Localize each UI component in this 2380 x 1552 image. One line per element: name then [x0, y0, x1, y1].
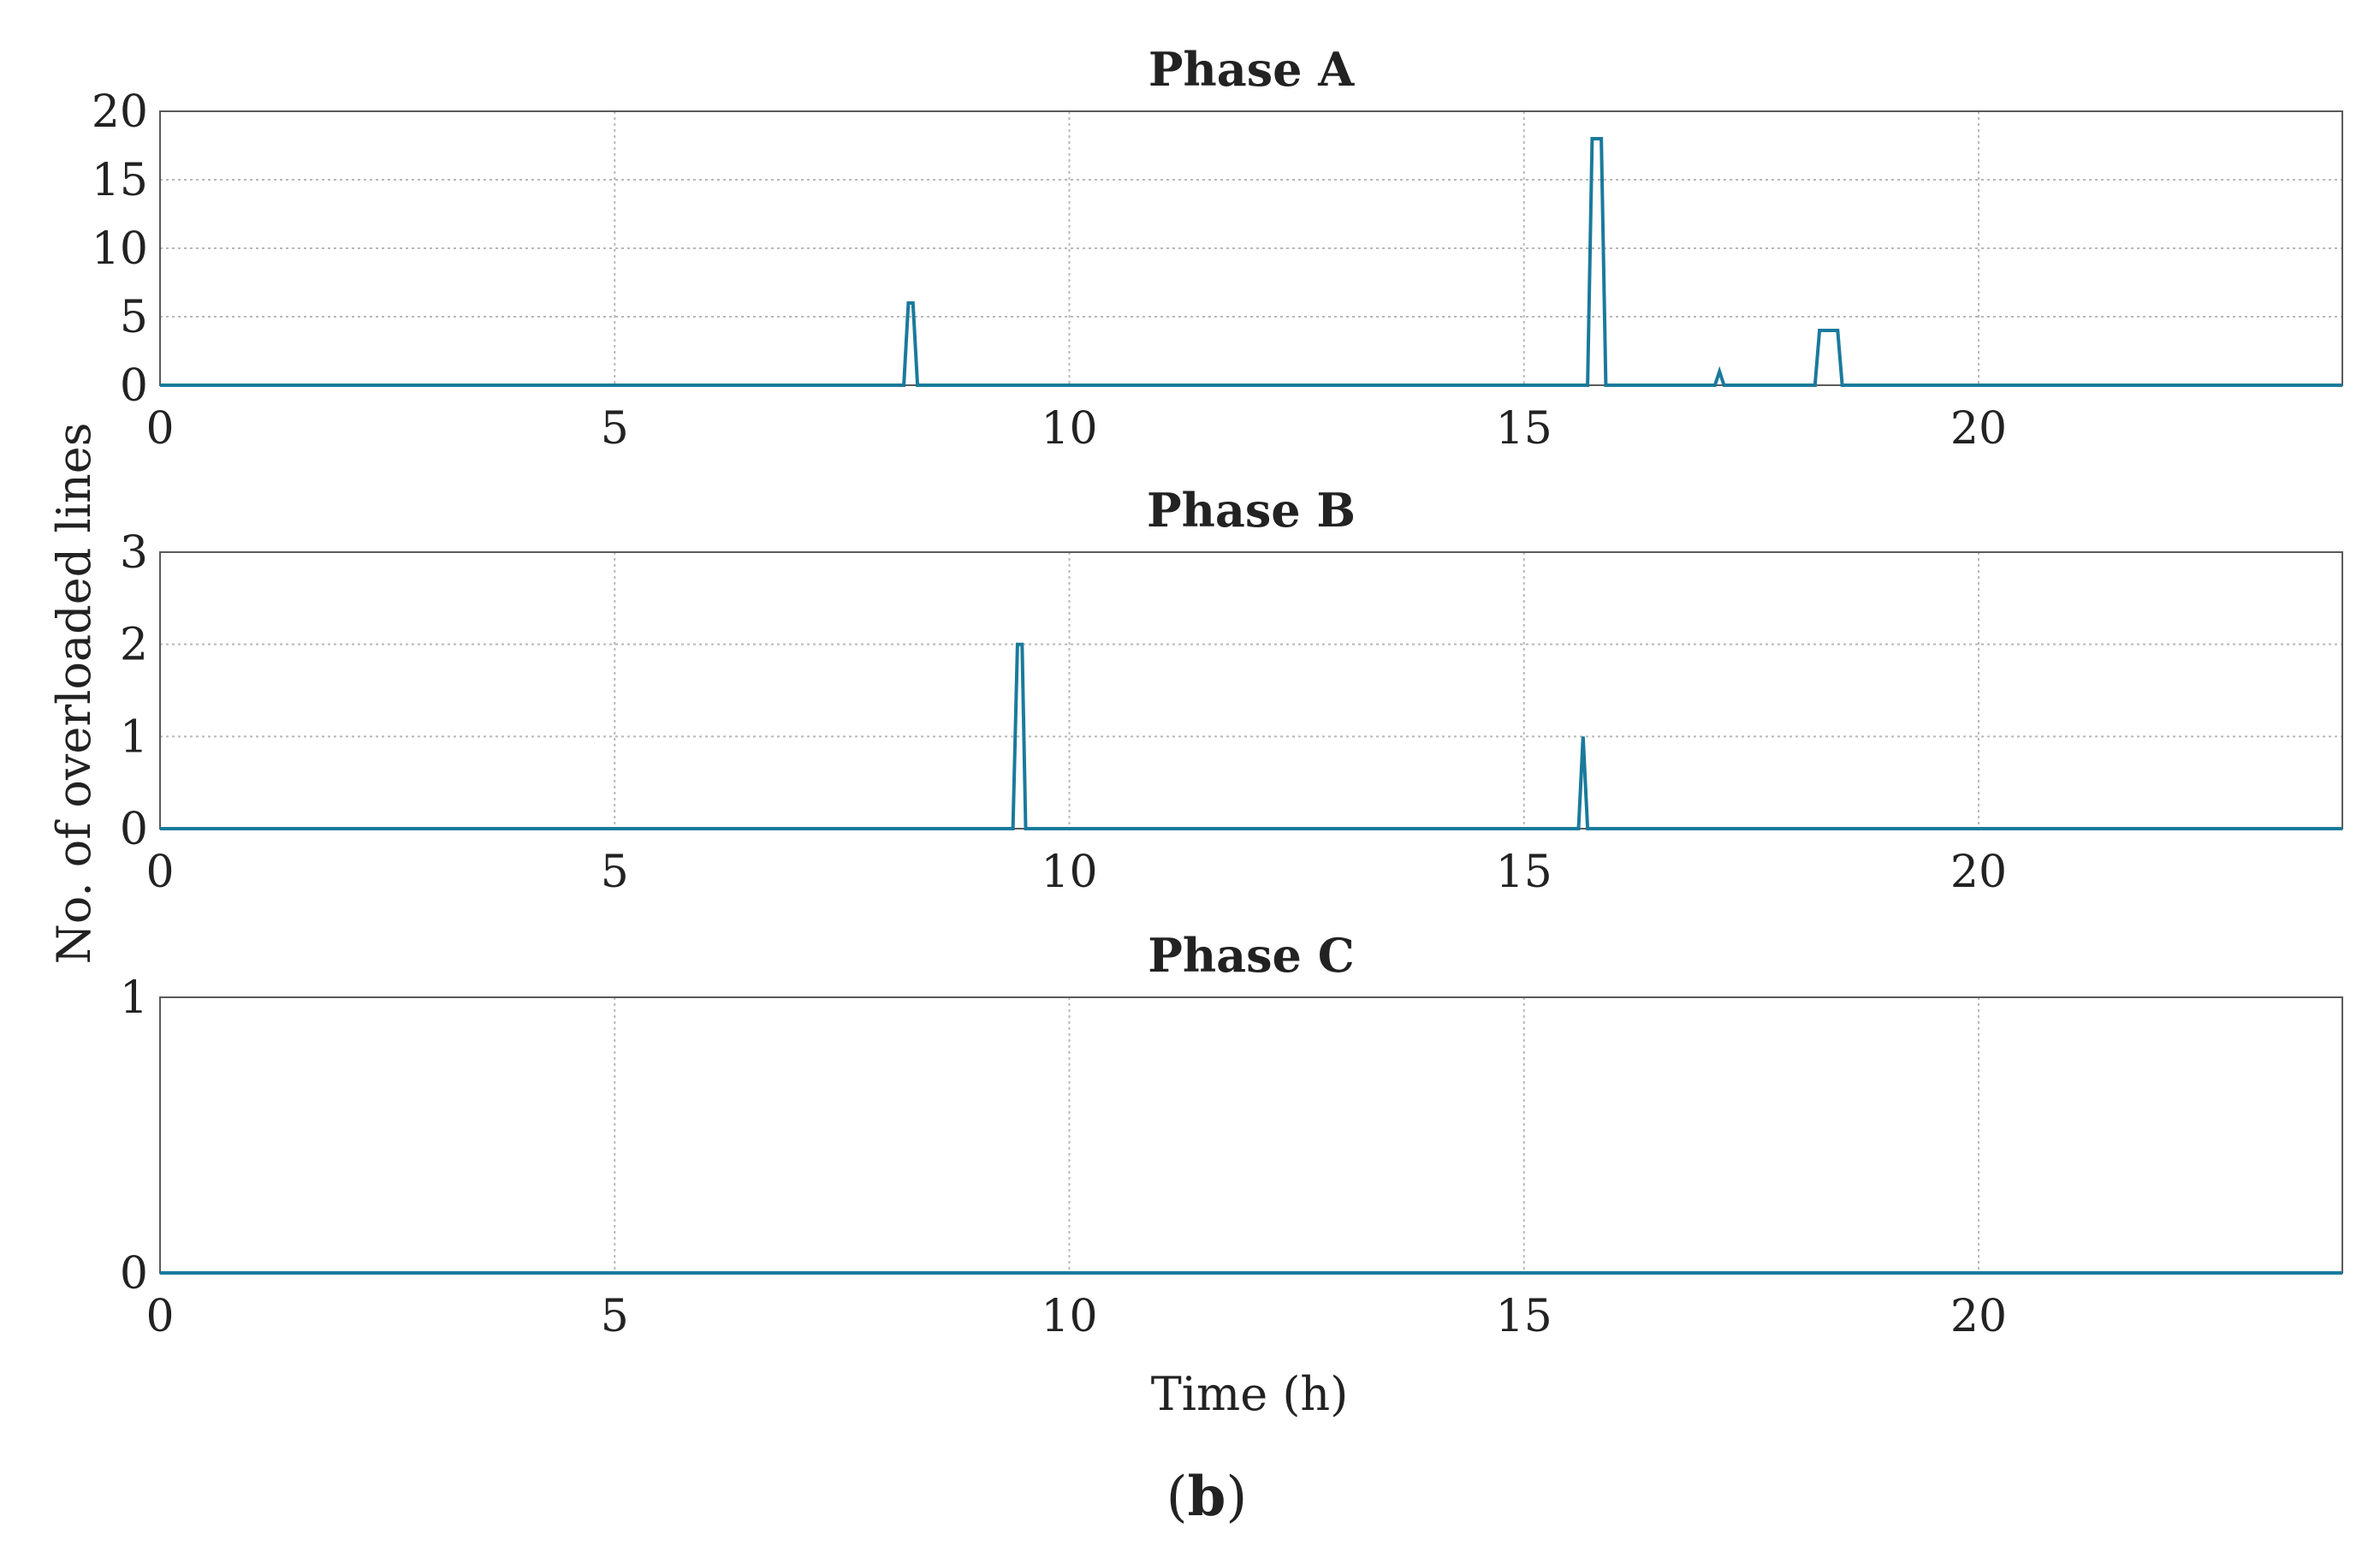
panel-title: Phase B	[1147, 483, 1356, 538]
plot-area	[160, 997, 2342, 1273]
y-tick-label: 5	[120, 292, 148, 343]
x-tick-label: 5	[601, 1291, 629, 1342]
x-tick-label: 10	[1041, 847, 1097, 898]
series-line	[160, 137, 2342, 387]
x-tick-label: 15	[1496, 847, 1552, 898]
x-tick-label: 20	[1950, 403, 2007, 455]
figure-caption: (b)	[1166, 1465, 1248, 1529]
y-tick-label: 2	[120, 620, 148, 671]
plot-area	[160, 552, 2342, 829]
y-tick-label: 15	[92, 155, 148, 206]
chart-panel-2: 0 5 10 15 20 0 1 2 3 Phase B	[120, 483, 2343, 898]
y-tick-label: 20	[92, 86, 148, 138]
x-tick-label: 20	[1950, 847, 2007, 898]
x-tick-label: 5	[601, 403, 629, 455]
x-tick-label: 0	[145, 847, 174, 898]
x-tick-label: 15	[1496, 1291, 1552, 1342]
caption-open-paren: (	[1166, 1466, 1188, 1529]
chart-panel-1: 0 5 10 15 20 0 5 10 15 20 Phase A	[92, 42, 2343, 455]
chart-panel-3: 0 5 10 15 20 0 1 Phase C	[120, 928, 2343, 1342]
panel-title: Phase C	[1148, 928, 1354, 983]
y-tick-label: 1	[120, 711, 148, 763]
x-tick-label: 0	[145, 1291, 174, 1342]
y-tick-label: 0	[120, 360, 148, 412]
series-line	[160, 642, 2342, 830]
caption-close-paren: )	[1226, 1466, 1247, 1529]
y-tick-label: 0	[120, 804, 148, 855]
y-tick-label: 0	[120, 1248, 148, 1299]
y-axis-label: No. of overloaded lines	[47, 423, 101, 965]
caption-letter: b	[1188, 1465, 1226, 1529]
y-tick-label: 3	[120, 527, 148, 579]
panel-title: Phase A	[1148, 42, 1355, 97]
x-tick-label: 5	[601, 847, 629, 898]
x-tick-label: 10	[1041, 403, 1097, 455]
x-axis-label: Time (h)	[1151, 1367, 1349, 1421]
x-tick-label: 20	[1950, 1291, 2007, 1342]
y-tick-label: 1	[120, 972, 148, 1024]
x-tick-label: 0	[145, 403, 174, 455]
x-tick-label: 15	[1496, 403, 1552, 455]
x-tick-label: 10	[1041, 1291, 1097, 1342]
y-tick-label: 10	[92, 223, 148, 275]
